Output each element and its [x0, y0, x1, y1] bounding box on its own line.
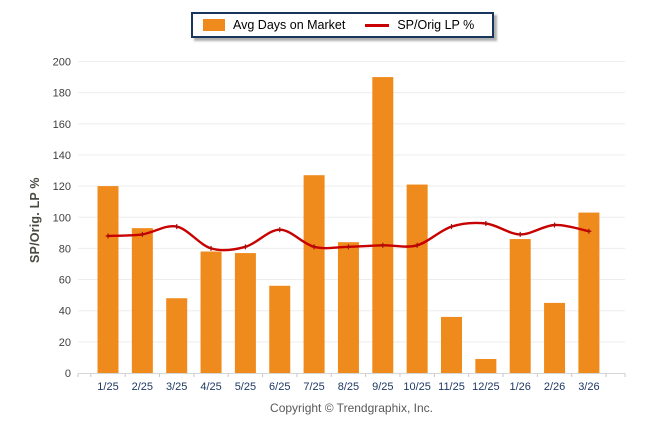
y-tick-label: 40	[59, 306, 71, 318]
bar-avg-days	[131, 228, 153, 373]
x-tick-label: 2/26	[544, 381, 565, 393]
chart-legend: Avg Days on Market SP/Orig LP %	[191, 12, 495, 38]
bar-avg-days	[234, 253, 256, 373]
y-tick-label: 80	[59, 243, 71, 255]
x-tick-label: 1/25	[97, 381, 118, 393]
legend-label-sp-orig-lp: SP/Orig LP %	[397, 18, 475, 32]
y-tick-label: 180	[53, 88, 71, 100]
x-tick-label: 6/25	[269, 381, 290, 393]
y-axis-title: SP/Orig. LP %	[28, 177, 42, 263]
y-tick-label: 20	[59, 337, 71, 349]
y-tick-label: 200	[53, 57, 71, 69]
y-tick-label: 100	[53, 212, 71, 224]
x-tick-label: 2/25	[132, 381, 153, 393]
x-tick-label: 3/26	[578, 381, 599, 393]
x-tick-label: 1/26	[509, 381, 530, 393]
y-tick-label: 120	[53, 181, 71, 193]
bar-avg-days	[544, 302, 566, 373]
x-tick-label: 5/25	[235, 381, 256, 393]
bar-avg-days	[578, 212, 600, 373]
x-tick-label: 3/25	[166, 381, 187, 393]
legend-label-avg-days: Avg Days on Market	[233, 18, 346, 32]
bar-avg-days	[372, 77, 394, 373]
y-tick-label: 60	[59, 275, 71, 287]
bar-avg-days	[441, 316, 462, 373]
x-tick-label: 11/25	[438, 381, 465, 393]
y-tick-label: 0	[65, 368, 71, 380]
copyright-text: Copyright © Trendgraphix, Inc.	[270, 401, 433, 415]
x-tick-label: 12/25	[472, 381, 500, 393]
bar-avg-days	[269, 285, 291, 373]
bar-avg-days	[406, 184, 428, 373]
bar-avg-days	[509, 239, 531, 373]
legend-bar-swatch	[203, 19, 225, 31]
bar-avg-days	[303, 175, 325, 373]
legend-line-swatch	[365, 23, 390, 27]
x-tick-label: 4/25	[200, 381, 221, 393]
x-tick-label: 10/25	[403, 381, 431, 393]
y-tick-label: 140	[53, 150, 71, 162]
bar-avg-days	[97, 186, 119, 373]
x-tick-label: 7/25	[303, 381, 324, 393]
x-tick-label: 9/25	[372, 381, 393, 393]
bar-avg-days	[166, 298, 188, 373]
bar-avg-days	[337, 242, 359, 373]
bar-avg-days	[475, 358, 497, 373]
bar-avg-days	[200, 251, 222, 373]
x-tick-label: 8/25	[338, 381, 359, 393]
y-tick-label: 160	[53, 119, 71, 131]
